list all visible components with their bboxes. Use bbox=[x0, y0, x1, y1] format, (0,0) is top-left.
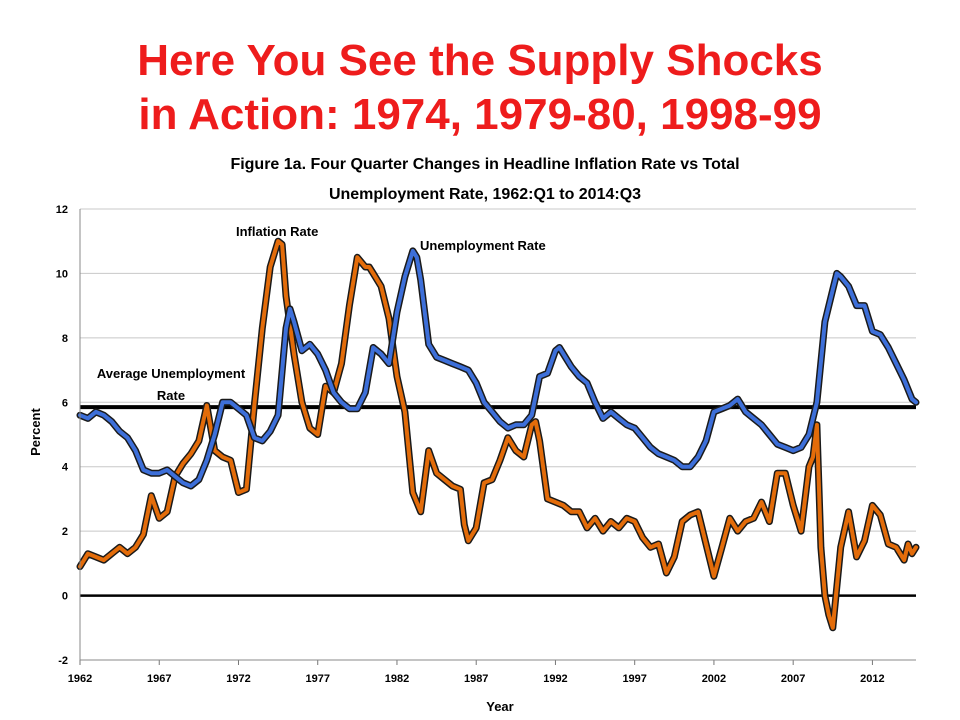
axes: -2 0 2 4 6 8 10 12 1962 1967 1972 1977 1982 1987 1992 1… bbox=[56, 204, 916, 685]
x-tick-label: 2002 bbox=[702, 673, 726, 685]
x-axis-label: Year bbox=[486, 699, 513, 714]
y-tick-label: 12 bbox=[56, 204, 68, 216]
inflation-rate-annotation: Inflation Rate bbox=[236, 224, 318, 239]
figure-title-line-2: Unemployment Rate, 1962:Q1 to 2014:Q3 bbox=[329, 186, 641, 203]
y-axis-label: Percent bbox=[28, 407, 43, 455]
slide-title: Here You See the Supply Shocks in Action… bbox=[0, 34, 960, 142]
y-tick-label: -2 bbox=[58, 655, 68, 667]
x-tick-label: 1967 bbox=[147, 673, 171, 685]
average-unemployment-annotation-line-2: Rate bbox=[157, 388, 185, 403]
slide-title-line-1: Here You See the Supply Shocks bbox=[137, 36, 823, 85]
gridlines bbox=[80, 208, 916, 661]
inflation-rate-line-outline bbox=[76, 237, 920, 632]
x-tick-label: 1987 bbox=[464, 673, 488, 685]
series-lines bbox=[76, 237, 920, 632]
x-tick-label: 2007 bbox=[781, 673, 805, 685]
y-tick-label: 0 bbox=[62, 591, 68, 603]
slide-title-line-2: in Action: 1974, 1979-80, 1998-99 bbox=[138, 90, 822, 139]
x-tick-label: 1992 bbox=[543, 673, 567, 685]
x-tick-label: 1997 bbox=[622, 673, 646, 685]
unemployment-rate-line bbox=[78, 248, 918, 488]
y-tick-label: 8 bbox=[62, 333, 68, 345]
x-tick-label: 1962 bbox=[68, 673, 92, 685]
inflation-rate-line bbox=[78, 239, 918, 630]
unemployment-rate-annotation: Unemployment Rate bbox=[420, 238, 546, 253]
y-tick-label: 10 bbox=[56, 268, 68, 280]
figure-title-line-1: Figure 1a. Four Quarter Changes in Headl… bbox=[230, 156, 739, 173]
x-tick-label: 1982 bbox=[385, 673, 409, 685]
x-tick-label: 1977 bbox=[305, 673, 329, 685]
x-tick-label: 2012 bbox=[860, 673, 884, 685]
y-tick-label: 6 bbox=[62, 397, 68, 409]
y-tick-label: 4 bbox=[62, 462, 69, 474]
x-tick-label: 1972 bbox=[226, 673, 250, 685]
y-tick-label: 2 bbox=[62, 526, 68, 538]
average-unemployment-annotation-line-1: Average Unemployment bbox=[97, 366, 246, 381]
